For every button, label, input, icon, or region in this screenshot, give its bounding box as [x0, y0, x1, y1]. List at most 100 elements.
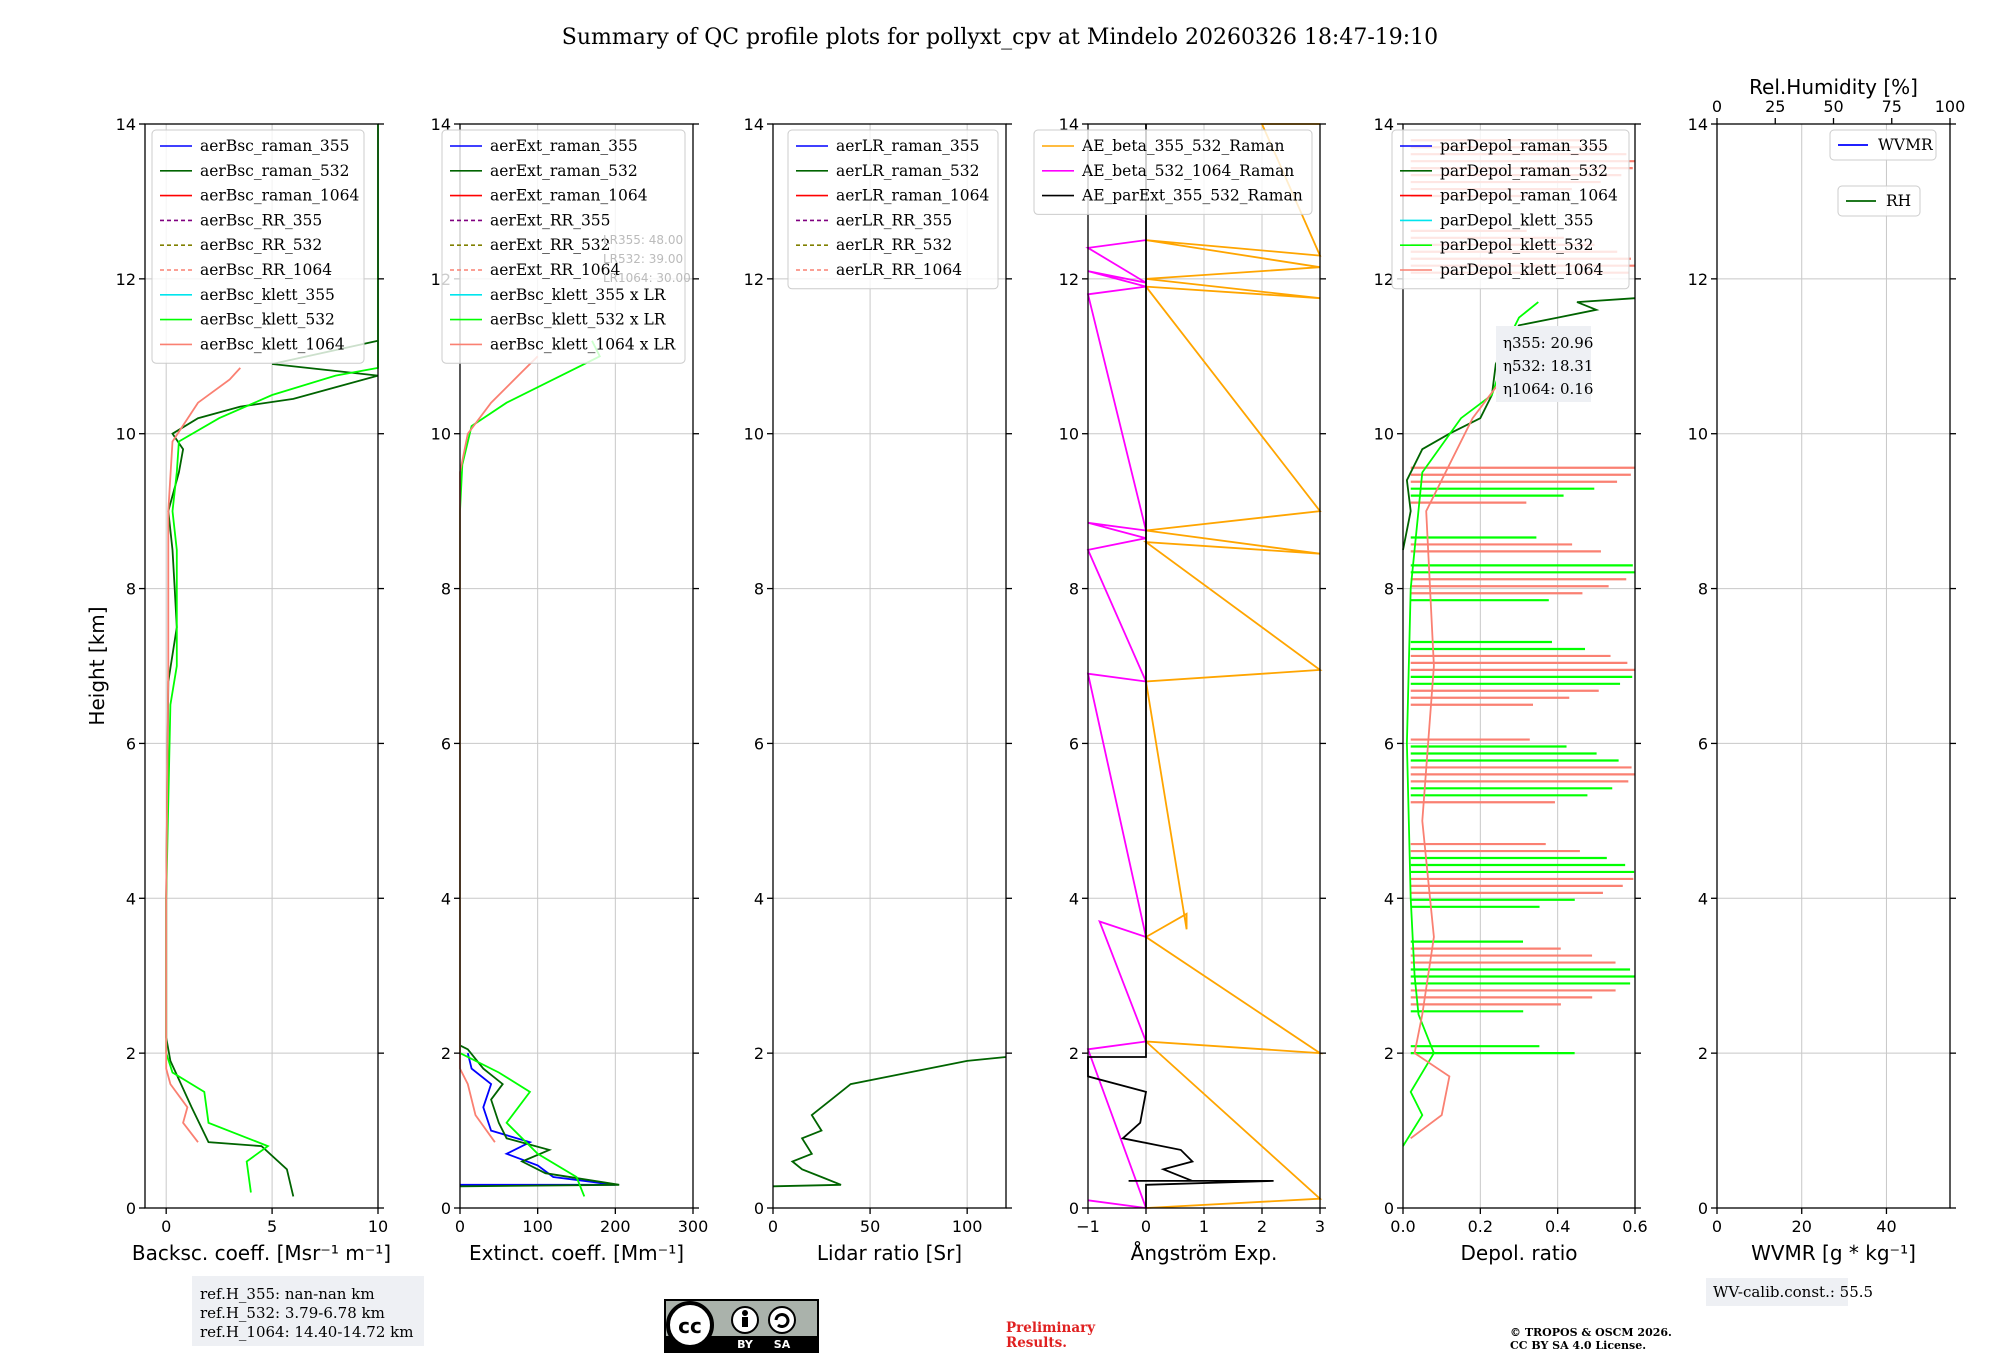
- wv-ytick-label: 12: [1688, 270, 1708, 289]
- backscatter-ytick-label: 0: [126, 1199, 136, 1218]
- lidar_ratio-panel: 0 2 4 6 8 10 12 14 0 50 100 Lidar ratio [Sr] aerLR_r…: [744, 115, 1012, 1265]
- figure-title: Summary of QC profile plots for pollyxt_…: [562, 25, 1438, 50]
- angstrom-xlabel: Ångström Exp.: [1131, 1241, 1278, 1265]
- wv-legend-box: [1837, 185, 1921, 217]
- rh-xtick-label: 100: [1935, 97, 1966, 116]
- depol-xtick-label: 0.0: [1390, 1217, 1415, 1236]
- ref-height-box-bg: [192, 1276, 424, 1346]
- extinction-ytick-label: 4: [441, 889, 451, 908]
- depol-panel: 0 2 4 6 8 10 12 14 0.0 0.2 0.4 0.6 Depol. ratio parDe…: [1374, 115, 1648, 1265]
- lidar_ratio-xtick-label: 100: [952, 1217, 983, 1236]
- depol-ytick-label: 8: [1384, 580, 1394, 599]
- backscatter-axes-frame: [144, 123, 379, 1209]
- rh-xtick-label: 75: [1882, 97, 1902, 116]
- extinction-series-aerBsc_klett_1064 x LR: [459, 355, 539, 1143]
- legend-label: aerBsc_RR_532: [200, 236, 322, 254]
- depol-series-parDepol_klett_1064: [1410, 355, 1520, 1140]
- depol-ytick-label: 4: [1384, 889, 1394, 908]
- depol-xtick-label: 0.2: [1468, 1217, 1493, 1236]
- preliminary-label-2: Results.: [1006, 1335, 1067, 1351]
- rh-xtick-label: 50: [1823, 97, 1843, 116]
- depol-series-parDepol_klett_532: [1402, 301, 1539, 1147]
- backscatter-xtick-label: 10: [368, 1217, 388, 1236]
- extinction-xtick-label: 100: [522, 1217, 553, 1236]
- depol-legend: parDepol_raman_355 parDepol_raman_532 parD…: [1391, 129, 1630, 290]
- extinction-legend-box: [441, 129, 686, 364]
- backscatter-xtick-label: 0: [161, 1217, 171, 1236]
- legend-label: aerBsc_klett_1064: [200, 335, 345, 353]
- cc-by-label: BY: [737, 1338, 754, 1351]
- backscatter-legend: aerBsc_raman_355 aerBsc_raman_532 aerBsc_r…: [151, 129, 365, 364]
- wv-ytick-label: 6: [1698, 734, 1708, 753]
- legend-label: AE_beta_355_532_Raman: [1081, 137, 1284, 155]
- lr-annotation: LR1064: 30.00: [603, 271, 691, 285]
- by-person-body: [742, 1317, 748, 1327]
- legend-label: aerBsc_klett_532: [200, 311, 335, 329]
- extinction-axes-frame: [459, 123, 694, 1209]
- angstrom-ytick-label: 0: [1069, 1199, 1079, 1218]
- depol-ytick-label: 12: [1374, 270, 1394, 289]
- wv-ytick-label: 2: [1698, 1044, 1708, 1063]
- cc-sa-label: SA: [774, 1338, 791, 1351]
- legend-label: RH: [1886, 192, 1911, 210]
- cc-icon: [666, 1301, 714, 1349]
- angstrom-ytick-label: 6: [1069, 734, 1079, 753]
- legend-label: WVMR: [1878, 136, 1934, 154]
- backscatter-ytick-label: 2: [126, 1044, 136, 1063]
- legend-label: aerBsc_raman_532: [200, 162, 350, 180]
- extinction-ytick-label: 8: [441, 580, 451, 599]
- angstrom-ytick-label: 12: [1059, 270, 1079, 289]
- legend-label: aerBsc_raman_355: [200, 137, 350, 155]
- backscatter-ytick-label: 12: [116, 270, 136, 289]
- extinction-ytick-label: 2: [441, 1044, 451, 1063]
- legend-label: aerBsc_klett_355 x LR: [490, 286, 667, 304]
- depol-axes-frame: [1402, 123, 1636, 1209]
- lidar_ratio-ytick-label: 14: [744, 115, 764, 134]
- wv-legend-box: [1829, 129, 1937, 161]
- eta-annotation-box: [1496, 326, 1591, 402]
- legend-label: parDepol_raman_355: [1440, 137, 1608, 155]
- legend-label: aerExt_RR_355: [490, 211, 611, 229]
- angstrom-xtick-label: 2: [1257, 1217, 1267, 1236]
- wv-xtick-label: 0: [1712, 1217, 1722, 1236]
- angstrom-ytick-label: 14: [1059, 115, 1079, 134]
- backscatter-series-aerBsc_klett_532: [165, 124, 379, 1193]
- angstrom-series-AE_beta_355_532_Raman: [1142, 123, 1324, 1209]
- lidar_ratio-ytick-label: 0: [754, 1199, 764, 1218]
- wv-axes-frame: [1716, 123, 1951, 1209]
- legend-label: parDepol_klett_1064: [1440, 261, 1603, 279]
- angstrom-series-AE_parExt_355_532_Raman: [1087, 124, 1274, 1208]
- eta-annotation: η532: 18.31: [1503, 357, 1593, 375]
- sa-arrow: [774, 1313, 790, 1328]
- rh-xtick-label: 25: [1765, 97, 1785, 116]
- by-person-head: [742, 1310, 748, 1316]
- wv-xtick-label: 40: [1876, 1217, 1896, 1236]
- depol-ytick-label: 0: [1384, 1199, 1394, 1218]
- angstrom-xtick-label: 3: [1315, 1217, 1325, 1236]
- extinction-xtick-label: 300: [678, 1217, 709, 1236]
- wv-calib-box: WV-calib.const.: 55.5: [1706, 1278, 1873, 1306]
- angstrom-xtick-label: 1: [1199, 1217, 1209, 1236]
- wv-calib-const: WV-calib.const.: 55.5: [1713, 1283, 1873, 1301]
- lidar_ratio-ytick-label: 6: [754, 734, 764, 753]
- legend-label: aerBsc_klett_1064 x LR: [490, 335, 677, 353]
- lidar_ratio-ytick-label: 12: [744, 270, 764, 289]
- depol-legend-box: [1391, 129, 1630, 290]
- rh-axis-label: Rel.Humidity [%]: [1749, 75, 1918, 99]
- legend-label: aerBsc_raman_1064: [200, 187, 360, 205]
- angstrom-ytick-label: 8: [1069, 580, 1079, 599]
- lr-annotation: LR355: 48.00: [603, 233, 683, 247]
- lidar_ratio-xtick-label: 50: [860, 1217, 880, 1236]
- backscatter-ytick-label: 6: [126, 734, 136, 753]
- lidar_ratio-legend-box: [787, 129, 999, 290]
- legend-label: AE_beta_532_1064_Raman: [1081, 162, 1294, 180]
- legend-label: aerBsc_klett_355: [200, 286, 335, 304]
- extinction-series-aerBsc_klett_532 x LR: [459, 340, 602, 1197]
- lidar_ratio-ytick-label: 2: [754, 1044, 764, 1063]
- ref-h-532: ref.H_532: 3.79-6.78 km: [200, 1304, 385, 1322]
- extinction-ytick-label: 10: [431, 425, 451, 444]
